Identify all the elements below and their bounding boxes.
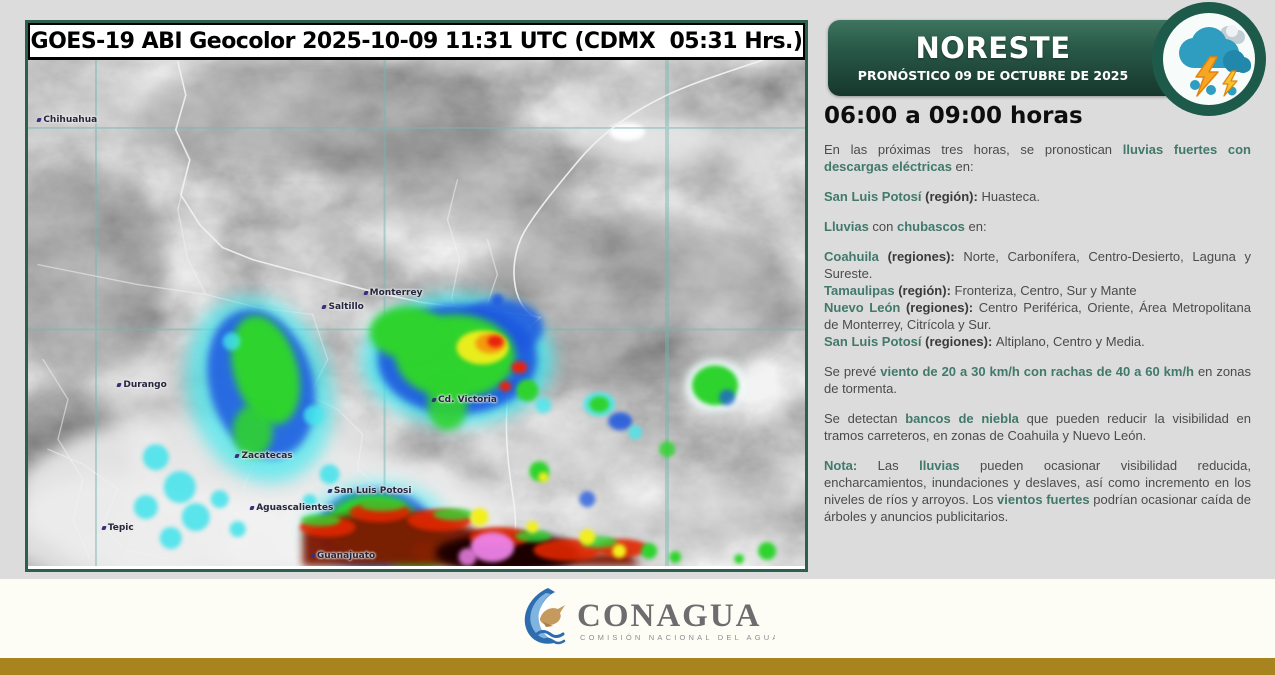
city-marker-icon [321, 304, 328, 309]
forecast-paragraphs: En las próximas tres horas, se pronostic… [824, 141, 1251, 538]
forecast-paragraph: Nota: Las lluvias pueden ocasionar visib… [824, 458, 1251, 524]
city-label: Cd. Victoria [431, 395, 497, 405]
city-label: Guanajuato [310, 551, 375, 561]
forecast-paragraph: San Luis Potosí (regiones): Altiplano, C… [824, 334, 1145, 349]
satellite-title: GOES-19 ABI Geocolor 2025-10-09 11:31 UT… [30, 28, 803, 54]
city-label: Monterrey [363, 288, 422, 298]
forecast-paragraph: Se prevé viento de 20 a 30 km/h con rach… [824, 364, 1252, 396]
forecast-paragraph: Se detectan bancos de niebla que pueden … [824, 411, 1251, 443]
conagua-tagline: COMISIÓN NACIONAL DEL AGUA [580, 633, 775, 642]
satellite-panel: GOES-19 ABI Geocolor 2025-10-09 11:31 UT… [25, 20, 808, 572]
forecast-paragraph: Coahuila (regiones): Norte, Carbonífera,… [824, 249, 1251, 281]
forecast-time-range: 06:00 a 09:00 horas [824, 103, 1083, 129]
storm-cells-layer [133, 293, 777, 566]
city-labels: Chihuahua Monterrey Saltillo Durango Cd. Vic… [28, 60, 805, 566]
conagua-logo: CONAGUA COMISIÓN NACIONAL DEL AGUA [515, 586, 777, 648]
city-label: Zacatecas [234, 451, 293, 461]
forecast-paragraph: Lluvias con chubascos en: [824, 219, 987, 234]
city-marker-icon [101, 525, 107, 530]
city-label: Tepic [101, 523, 134, 533]
footer-gold-bar [0, 658, 1275, 675]
forecast-date-subtitle: PRONÓSTICO 09 DE OCTUBRE DE 2025 [857, 68, 1129, 84]
forecast-header: NORESTE PRONÓSTICO 09 DE OCTUBRE DE 2025 [828, 20, 1216, 96]
city-marker-icon [327, 489, 333, 494]
city-marker-icon [249, 506, 255, 511]
city-marker-icon [363, 290, 369, 295]
conagua-drop-icon [524, 588, 566, 645]
storm-cloud-lightning-icon [1148, 1, 1270, 119]
region-title: NORESTE [915, 30, 1071, 65]
forecast-paragraph: Nuevo León (regiones): Centro Periférica… [824, 300, 1251, 332]
city-label: Durango [116, 380, 167, 390]
conagua-wordmark: CONAGUA [577, 598, 762, 634]
city-marker-icon [431, 398, 437, 403]
satellite-imagery [28, 60, 805, 566]
forecast-paragraph: En las próximas tres horas, se pronostic… [824, 142, 1251, 174]
satellite-map: Chihuahua Monterrey Saltillo Durango Cd. Vic… [28, 60, 805, 566]
city-label: Saltillo [321, 302, 364, 312]
city-label: Chihuahua [36, 115, 97, 125]
footer-strip [0, 579, 1275, 658]
forecast-paragraph: San Luis Potosí (región): Huasteca. [824, 189, 1040, 204]
city-label: Aguascalientes [249, 503, 333, 513]
city-marker-icon [36, 117, 42, 122]
city-marker-icon [116, 382, 122, 387]
city-marker-icon [310, 553, 316, 558]
city-marker-icon [234, 453, 241, 458]
city-label: San Luis Potosi [327, 486, 411, 496]
satellite-title-bar: GOES-19 ABI Geocolor 2025-10-09 11:31 UT… [28, 23, 805, 60]
forecast-paragraph: Tamaulipas (región): Fronteriza, Centro,… [824, 283, 1137, 298]
